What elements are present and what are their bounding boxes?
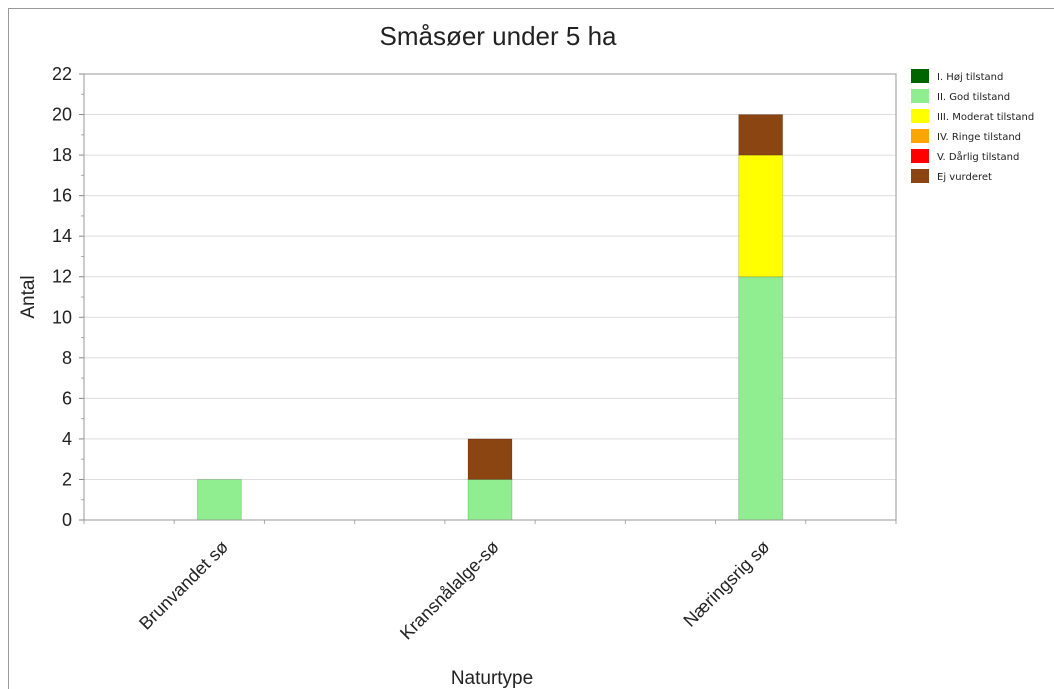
legend-label: II. God tilstand [937,92,1010,103]
bar-segment [467,478,513,521]
y-tick-label: 2 [62,469,72,489]
x-tick-label: Kransnålalge-sø [396,537,503,644]
y-tick-label: 8 [62,348,72,368]
y-axis-title: Antal [18,275,39,318]
x-axis-title: Naturtype [451,668,533,689]
legend-swatch [911,69,929,83]
legend-label: V. Dårlig tilstand [937,150,1019,163]
legend-label: IV. Ringe tilstand [937,132,1021,143]
x-tick-label: Brunvandet sø [135,537,232,634]
legend-swatch [911,149,929,163]
legend-swatch [911,109,929,123]
legend-swatch [911,129,929,143]
chart-title: Småsøer under 5 ha [379,21,617,51]
bar-segment [738,114,784,156]
legend-label: III. Moderat tilstand [937,112,1034,123]
bar-segment [738,154,784,278]
y-tick-label: 0 [62,510,72,530]
bar-segment [196,478,242,521]
y-tick-label: 18 [52,145,72,165]
legend: I. Høj tilstand II. God tilstand III. Mode… [911,69,1034,183]
y-tick-label: 4 [62,429,72,449]
y-tick-label: 22 [52,64,72,84]
x-tick-labels: Brunvandet sø Kransnålalge-sø Næringsrig s… [135,537,773,644]
y-tick-label: 16 [52,186,72,206]
legend-label: Ej vurderet [937,172,992,183]
y-tick-labels: 0 2 4 6 8 10 12 14 16 18 20 22 [52,64,72,530]
axes [83,73,897,524]
plot-area-border [83,73,897,521]
chart-frame [8,8,1054,689]
y-tick-label: 12 [52,267,72,287]
y-tick-label: 6 [62,388,72,408]
legend-swatch [911,89,929,103]
bar-segment [467,438,513,480]
legend-label: I. Høj tilstand [937,72,1003,83]
y-tick-label: 20 [52,105,72,125]
bar-segment [738,276,784,521]
legend-swatch [911,169,929,183]
y-tick-label: 14 [52,226,72,246]
x-tick-label: Næringsrig sø [679,537,773,631]
y-tick-label: 10 [52,307,72,327]
